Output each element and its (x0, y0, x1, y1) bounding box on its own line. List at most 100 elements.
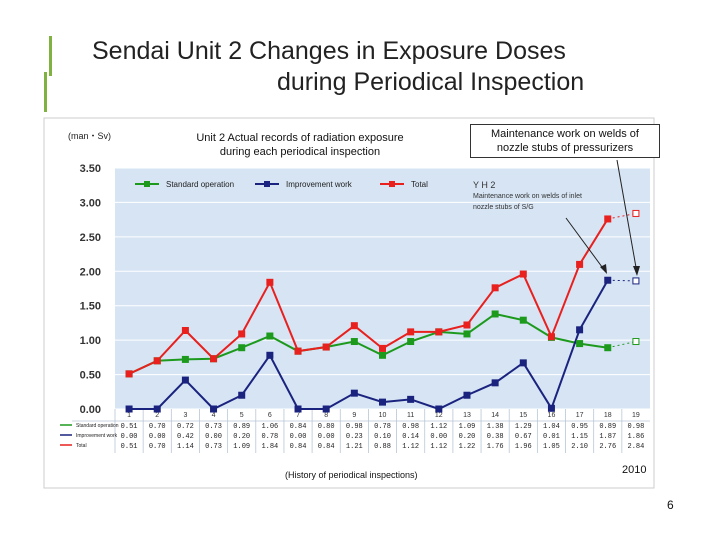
y-tick-label: 0.50 (80, 370, 101, 382)
table-cell: 0.00 (318, 433, 335, 441)
series-points (125, 209, 640, 413)
data-point (238, 344, 246, 352)
x-tick-label: 16 (548, 412, 556, 419)
table-cell: 0.10 (374, 433, 391, 441)
table-cell: 2.84 (628, 443, 645, 451)
table-cell: 0.20 (459, 433, 476, 441)
x-tick-label: 6 (268, 412, 272, 419)
page-number: 6 (667, 498, 674, 512)
data-point (463, 391, 471, 399)
data-point (153, 405, 161, 413)
data-point (266, 332, 274, 340)
data-point (238, 330, 246, 338)
table-cell: 1.29 (515, 423, 532, 431)
table-cell: 0.73 (205, 443, 222, 451)
data-point (350, 338, 358, 346)
data-point (350, 389, 358, 397)
accent-bar-top (49, 36, 52, 76)
annotations (565, 159, 640, 276)
callout-line2: nozzle stubs of pressurizers (496, 142, 634, 154)
table-cell: 0.70 (149, 423, 166, 431)
chart-title-line2: during each periodical inspection (219, 146, 381, 158)
table-cell: 0.88 (374, 443, 391, 451)
legend-label: Standard operation (166, 180, 234, 189)
data-point (294, 347, 302, 355)
arrow-head-icon (600, 264, 607, 274)
chart-title: Unit 2 Actual records of radiation expos… (150, 131, 450, 159)
legend-marker (144, 181, 150, 187)
table-cell: 0.98 (402, 423, 419, 431)
inner-note-head: Y H 2 (473, 180, 496, 190)
data-point (576, 260, 584, 268)
table-cell: 1.06 (261, 423, 278, 431)
callout-box: Maintenance work on welds of nozzle stub… (470, 124, 660, 158)
table-cell: 1.38 (487, 423, 504, 431)
x-tick-label: 3 (183, 412, 187, 419)
table-cell: 0.00 (121, 433, 138, 441)
arrow-head-icon (633, 266, 640, 276)
data-point (519, 359, 527, 367)
x-tick-label: 17 (576, 412, 584, 419)
data-point (407, 338, 415, 346)
data-point (238, 391, 246, 399)
slide-title: Sendai Unit 2 Changes in Exposure Doses … (92, 36, 652, 98)
table-cell: 1.84 (261, 443, 278, 451)
table-cell: 0.98 (628, 423, 645, 431)
series-line-1 (129, 279, 609, 411)
table-cell: 1.86 (628, 433, 645, 441)
table-cell: 0.98 (346, 423, 363, 431)
x-tick-label: 14 (491, 412, 499, 419)
table-cell: 0.00 (430, 433, 447, 441)
data-point (632, 277, 640, 285)
x-axis-ticks: 1 2 3 4 5 6 7 8 9 10 11 12 13 14 15 16 17 18 19 (127, 412, 640, 419)
data-point (379, 351, 386, 359)
data-point (604, 344, 612, 352)
x-tick-label: 18 (604, 412, 612, 419)
x-tick-label: 7 (296, 412, 300, 419)
table-cell: 0.51 (121, 423, 138, 431)
y-tick-label: 2.00 (80, 266, 101, 278)
data-point (322, 405, 330, 413)
data-point (266, 351, 274, 359)
accent-bar-bottom (44, 72, 47, 112)
table-row-label: Improvement work (76, 433, 118, 439)
data-point (435, 405, 443, 413)
x-axis-caption: (History of periodical inspections) (285, 470, 418, 480)
data-point (576, 326, 584, 334)
data-point (491, 379, 499, 387)
y-tick-label: 3.00 (80, 197, 101, 209)
table-cell: 1.96 (515, 443, 532, 451)
data-point (407, 395, 415, 403)
table-cell: 0.67 (515, 433, 532, 441)
table-cell: 0.00 (149, 433, 166, 441)
plot-area (115, 168, 650, 409)
table-cell: 0.00 (205, 433, 222, 441)
data-point (463, 330, 471, 338)
table-cell: 0.23 (346, 433, 363, 441)
data-point (153, 357, 161, 365)
data-point (604, 276, 612, 284)
series-line-2 (128, 218, 609, 375)
table-cell: 0.84 (318, 443, 335, 451)
data-point (576, 340, 584, 348)
table-cell: 0.38 (487, 433, 504, 441)
table-cell: 1.12 (430, 443, 447, 451)
table-cell: 0.14 (402, 433, 419, 441)
data-point (547, 333, 555, 341)
x-tick-label: 11 (407, 412, 414, 419)
data-point (519, 270, 527, 278)
data-point (322, 343, 330, 351)
x-tick-label: 8 (324, 412, 328, 419)
data-point (181, 355, 189, 363)
y-axis-ticks: 0.00 0.50 1.00 1.50 2.00 2.50 3.00 3.50 (80, 163, 101, 416)
data-point (294, 405, 302, 413)
legend-label: Improvement work (286, 180, 353, 189)
table-cell: 1.22 (459, 443, 476, 451)
x-tick-label: 5 (240, 412, 244, 419)
table-cell: 0.73 (205, 423, 222, 431)
x-tick-label: 4 (212, 412, 216, 419)
table-cell: 0.78 (374, 423, 391, 431)
table-cell: 1.12 (430, 423, 447, 431)
y-tick-label: 0.00 (80, 404, 101, 416)
data-point (604, 215, 612, 223)
